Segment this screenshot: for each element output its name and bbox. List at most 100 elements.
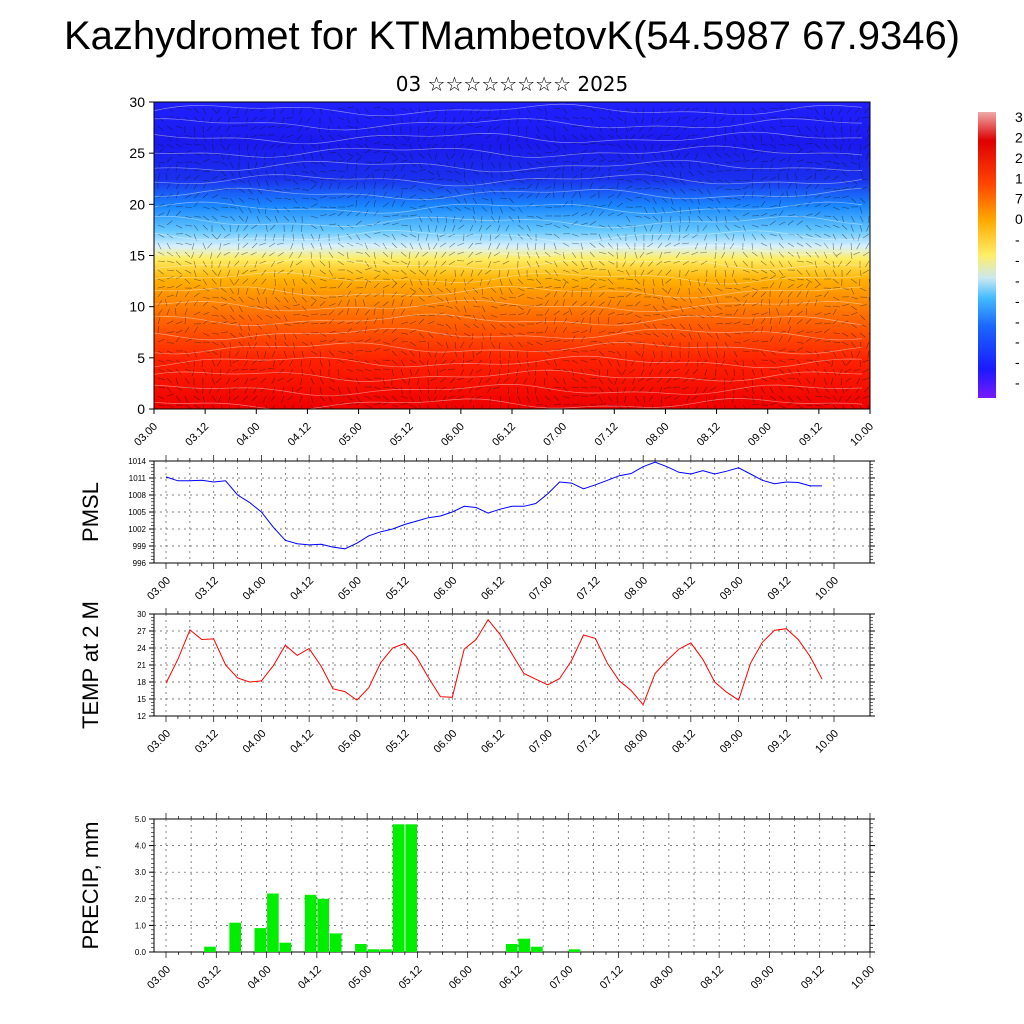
wind-barb <box>526 332 535 334</box>
wind-barb <box>193 134 197 142</box>
wind-barb <box>607 296 616 298</box>
wind-barb <box>265 305 272 311</box>
wind-barb <box>166 125 173 131</box>
wind-barb <box>796 395 802 402</box>
wind-barb <box>472 314 477 322</box>
wind-barb <box>823 322 831 325</box>
wind-barb <box>723 278 726 287</box>
wind-barb <box>423 134 429 141</box>
wind-barb <box>346 327 352 334</box>
wind-barb <box>346 233 352 240</box>
wind-barb <box>319 269 326 275</box>
wind-barb <box>364 233 371 239</box>
wind-barb <box>850 169 858 172</box>
wind-barb <box>850 179 858 184</box>
wind-barb <box>292 278 295 286</box>
wind-barb <box>688 314 696 317</box>
wind-barb <box>461 359 465 367</box>
wind-barb <box>706 161 713 167</box>
wind-barb <box>634 233 638 241</box>
wind-barb <box>571 395 580 397</box>
wind-barb <box>191 251 195 259</box>
wind-barb <box>193 161 201 165</box>
wind-barb <box>862 359 870 363</box>
wind-barb <box>688 332 692 340</box>
y-tick-label: 30 <box>129 94 145 110</box>
y-tick-label: 1008 <box>128 491 146 500</box>
wind-barb <box>269 116 276 122</box>
wind-barb <box>656 377 663 383</box>
wind-barb <box>569 308 573 316</box>
wind-barb <box>724 179 731 185</box>
wind-barb <box>865 242 870 250</box>
wind-barb <box>616 300 622 307</box>
wind-barb <box>436 323 444 326</box>
wind-barb <box>229 321 237 325</box>
wind-barb <box>463 350 465 359</box>
wind-barb <box>400 242 407 248</box>
wind-barb <box>506 368 510 376</box>
wind-barb <box>616 182 619 190</box>
wind-barb <box>823 269 827 277</box>
wind-barb <box>733 215 740 221</box>
wind-barb <box>760 269 768 274</box>
wind-barb <box>253 386 258 394</box>
wind-barb <box>292 197 298 204</box>
wind-barb <box>227 116 231 124</box>
wind-barb <box>751 191 754 199</box>
wind-barb <box>247 170 254 177</box>
wind-barb <box>805 224 812 231</box>
wind-barb <box>670 170 675 178</box>
wind-barb <box>526 193 533 199</box>
wind-barb <box>436 178 444 181</box>
wind-barb <box>193 152 201 156</box>
wind-barb <box>490 287 497 293</box>
wind-barb <box>489 143 492 151</box>
wind-barb <box>598 386 604 393</box>
wind-barb <box>508 332 515 338</box>
wind-barb <box>823 340 831 343</box>
wind-barb <box>427 320 435 325</box>
wind-barb <box>202 350 210 354</box>
wind-barb <box>702 386 708 394</box>
wind-barb <box>733 134 739 141</box>
wind-barb <box>252 278 258 285</box>
wind-barb <box>391 395 398 402</box>
wind-barb <box>832 166 840 172</box>
wind-barb <box>823 403 831 406</box>
wind-barb <box>382 251 389 258</box>
wind-barb <box>400 143 408 146</box>
wind-barb <box>787 291 793 298</box>
wind-barb <box>607 201 613 208</box>
wind-barb <box>507 359 510 368</box>
wind-barb <box>454 332 459 340</box>
wind-barb <box>409 107 415 114</box>
wind-barb <box>796 159 804 163</box>
wind-barb <box>215 377 222 384</box>
wind-barb <box>814 152 822 155</box>
wind-barb <box>667 341 672 349</box>
wind-barb <box>544 134 550 141</box>
wind-barb <box>778 221 786 226</box>
wind-barb <box>526 125 528 134</box>
wind-barb <box>226 143 231 151</box>
wind-barb <box>237 242 240 250</box>
wind-barb <box>457 377 465 381</box>
wind-barb <box>382 202 389 208</box>
wind-barb <box>355 329 363 334</box>
wind-barb <box>805 308 808 316</box>
wind-barb <box>382 395 389 401</box>
wind-barb <box>751 317 755 325</box>
wind-barb <box>346 194 354 199</box>
wind-barb <box>287 395 294 401</box>
x-tick-label: 07.00 <box>527 575 555 603</box>
wind-barb <box>157 125 164 131</box>
wind-barb <box>382 349 390 352</box>
wind-barb <box>328 251 334 258</box>
wind-barb <box>409 242 414 250</box>
wind-barb <box>283 233 285 242</box>
wind-barb <box>415 251 420 259</box>
wind-barb <box>715 332 720 340</box>
wind-barb <box>296 386 303 392</box>
wind-barb <box>499 107 501 116</box>
